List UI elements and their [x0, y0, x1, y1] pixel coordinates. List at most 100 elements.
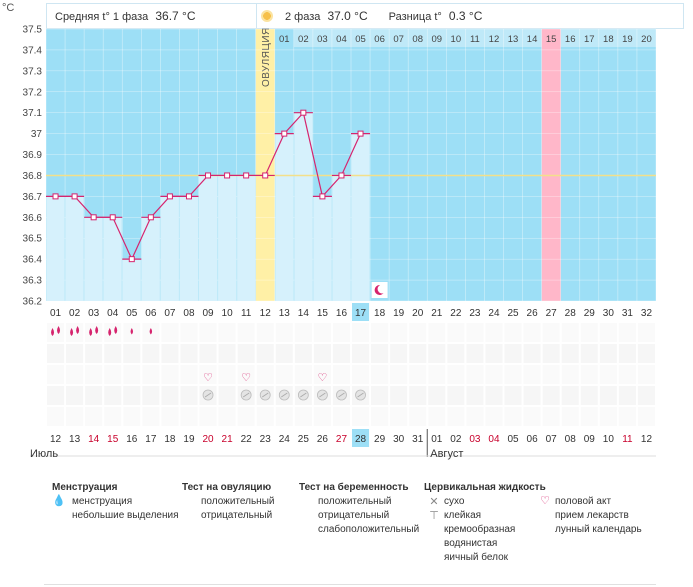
phase2-summary: 2 фаза 37.0 °C Разница t° 0.3 °C	[256, 3, 684, 29]
temperature-point	[147, 214, 154, 221]
symbol-cell	[389, 343, 409, 364]
symbol-cell	[331, 343, 351, 364]
symbol-cell	[522, 364, 542, 385]
temperature-bar	[103, 217, 122, 301]
symbol-cell	[465, 343, 485, 364]
symbol-cell	[122, 385, 142, 406]
y-tick-label: 37.2	[23, 87, 43, 98]
temperature-bar	[65, 196, 84, 301]
symbol-cell	[293, 343, 313, 364]
symbol-cell	[46, 385, 66, 406]
cycle-day-number: 18	[374, 308, 386, 319]
symbol-cell	[370, 364, 390, 385]
cycle-day-number: 07	[164, 308, 176, 319]
symbol-cell	[312, 364, 332, 385]
symbol-cell	[179, 343, 199, 364]
symbol-cell	[389, 364, 409, 385]
cycle-day-number: 16	[336, 308, 348, 319]
symbol-cell	[560, 406, 580, 427]
legend-pregtest-negative: отрицательный	[318, 510, 390, 521]
cycle-day-number: 08	[183, 308, 195, 319]
temperature-point	[109, 214, 116, 221]
calendar-date: 23	[260, 434, 272, 445]
calendar-date: 02	[450, 434, 462, 445]
calendar-date: 22	[241, 434, 253, 445]
symbol-cell	[179, 364, 199, 385]
y-tick-label: 36.8	[23, 171, 43, 182]
symbol-cell	[103, 406, 123, 427]
temperature-bar	[84, 217, 103, 301]
symbol-cell	[65, 322, 85, 343]
y-tick-label: 36.5	[23, 234, 43, 245]
y-tick-label: 36.2	[23, 297, 43, 308]
symbol-cell	[446, 364, 466, 385]
ovulation-label: ОВУЛЯЦИЯ	[261, 27, 272, 87]
symbol-cell	[312, 406, 332, 427]
symbol-cell	[427, 364, 447, 385]
top-day-number: 05	[355, 34, 366, 45]
legend-cervical-eggwhite: яичный белок	[444, 552, 509, 563]
pill-icon-line	[204, 392, 212, 398]
symbol-cell	[351, 364, 371, 385]
symbol-cell	[617, 343, 637, 364]
calendar-date: 04	[488, 434, 500, 445]
top-day-number: 03	[317, 34, 328, 45]
top-day-number: 10	[451, 34, 462, 45]
symbol-cell	[408, 322, 428, 343]
symbol-cell	[598, 364, 618, 385]
pill-icon-line	[281, 392, 288, 398]
symbol-cell	[522, 385, 542, 406]
temperature-point	[205, 172, 212, 179]
symbol-cell	[636, 343, 656, 364]
cycle-day-number: 30	[603, 308, 615, 319]
symbol-cell	[503, 322, 523, 343]
symbol-cell	[46, 343, 66, 364]
legend-menstruation-title: Менструация	[52, 482, 118, 493]
symbol-cell	[255, 406, 275, 427]
top-day-number: 01	[279, 34, 290, 45]
calendar-date: 14	[88, 434, 100, 445]
legend-cervical-watery: водянистая	[444, 538, 498, 549]
y-unit-label: °C	[2, 2, 15, 14]
temperature-point	[224, 172, 231, 179]
cycle-day-number: 20	[412, 308, 424, 319]
top-day-number: 20	[641, 34, 652, 45]
symbol-cell	[122, 406, 142, 427]
symbol-cell	[408, 385, 428, 406]
legend-moon: лунный календарь	[555, 524, 642, 535]
menstruation-drop-icon	[95, 326, 99, 334]
symbol-cell	[351, 406, 371, 427]
calendar-date: 09	[584, 434, 596, 445]
top-day-number: 19	[622, 34, 633, 45]
symbol-cell	[484, 343, 504, 364]
dry-x-icon: ✕	[429, 496, 439, 508]
calendar-date: 29	[374, 434, 386, 445]
symbol-cell	[541, 406, 561, 427]
cycle-day-number: 26	[527, 308, 539, 319]
calendar-date: 31	[412, 434, 424, 445]
cycle-day-number: 11	[241, 308, 252, 319]
symbol-cell	[446, 322, 466, 343]
pill-icon-line	[338, 392, 345, 398]
symbol-cell	[408, 406, 428, 427]
pill-icon-line	[261, 392, 269, 398]
symbol-cell	[598, 322, 618, 343]
symbol-cell	[446, 343, 466, 364]
cycle-day-number: 24	[488, 308, 500, 319]
y-tick-label: 36.9	[23, 150, 43, 161]
symbol-cell	[179, 385, 199, 406]
symbol-cell	[293, 364, 313, 385]
y-tick-label: 37.5	[23, 25, 43, 36]
temperature-point	[357, 130, 364, 137]
y-tick-label: 37.1	[23, 108, 43, 119]
symbol-cell	[617, 406, 637, 427]
symbol-cell	[370, 385, 390, 406]
pill-icon-line	[357, 392, 364, 398]
cycle-day-number: 27	[546, 308, 558, 319]
symbol-cell	[427, 322, 447, 343]
symbol-cell	[293, 322, 313, 343]
symbol-cell	[141, 343, 161, 364]
symbol-cell	[103, 343, 123, 364]
calendar-date: 03	[469, 434, 481, 445]
symbol-cell	[103, 364, 123, 385]
